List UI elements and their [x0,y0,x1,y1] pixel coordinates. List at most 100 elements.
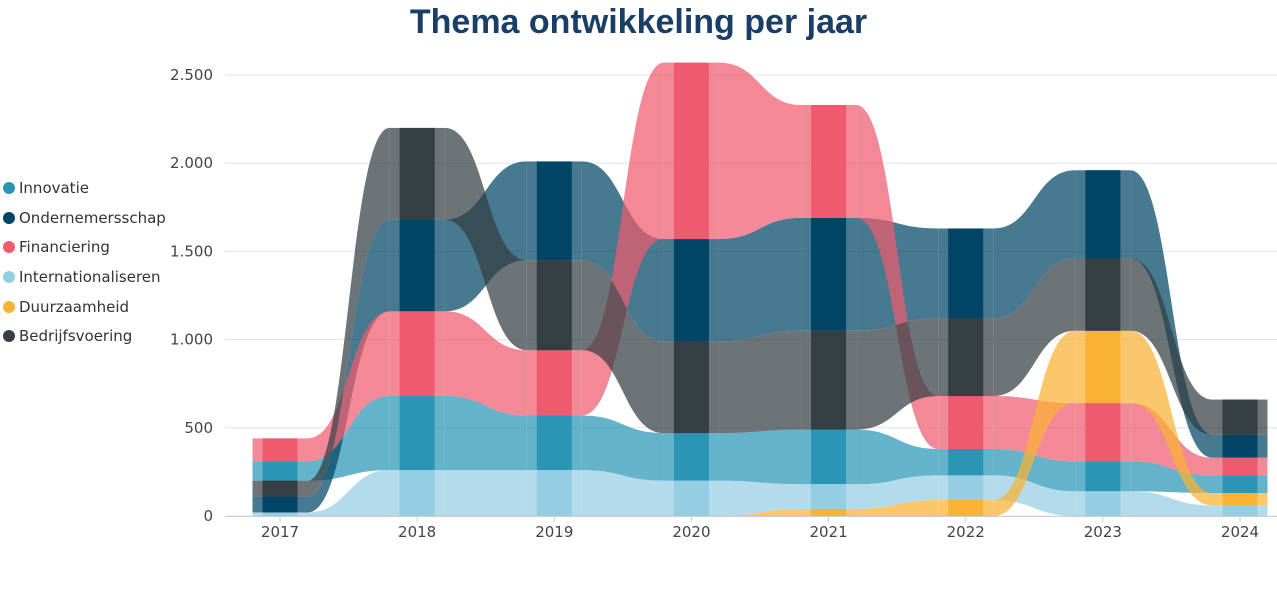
ribbon-innovatie [718,429,802,485]
legend-swatch [3,330,15,343]
legend-swatch [3,211,15,224]
ribbon-innovatie [856,429,939,485]
bar-core-ondernemersschap [262,496,298,513]
bar-core-internationaliseren [1222,505,1258,516]
y-tick-label: 0 [203,507,213,525]
bar-core-innovatie [399,396,435,471]
legend-item-internationaliseren[interactable]: Internationaliseren [0,262,166,292]
bar-core-financiering [948,396,984,449]
x-tick-label: 2021 [809,523,847,541]
bar-core-financiering [1222,457,1258,476]
legend: Innovatie Ondernemersschap Financiering … [0,173,166,351]
bar-core-bedrijfsvoering [536,260,572,351]
ribbon-bedrijfsvoering [1130,258,1213,435]
bar-core-internationaliseren [399,470,435,516]
ribbon-bedrijfsvoering [581,260,664,434]
bar-core-financiering [536,350,572,416]
legend-swatch [3,241,15,254]
bar-core-ondernemersschap [536,161,572,261]
ribbon-innovatie [444,396,527,471]
bar-core-bedrijfsvoering [948,318,984,397]
bar-core-innovatie [1085,461,1121,492]
bar-core-duurzaamheid [948,500,984,516]
ribbon-financiering [444,311,527,416]
y-tick-label: 500 [184,419,213,437]
y-tick-label: 2.000 [170,154,213,172]
bar-core-duurzaamheid [1085,330,1121,404]
ribbon-internationaliseren [307,470,390,516]
ribbon-innovatie [581,415,664,481]
legend-label: Innovatie [19,178,89,197]
bar-core-bedrijfsvoering [399,127,435,220]
ribbon-financiering [718,62,802,240]
ribbons [307,62,1213,516]
legend-label: Internationaliseren [19,267,161,286]
bar-core-duurzaamheid [811,508,847,516]
bar-core-bedrijfsvoering [673,341,709,434]
bar-core-innovatie [811,429,847,485]
legend-label: Duurzaamheid [19,297,130,316]
x-tick-label: 2017 [261,523,299,541]
bar-core-ondernemersschap [948,228,984,319]
legend-item-financiering[interactable]: Financiering [0,232,166,262]
ribbon-ondernemersschap [307,219,390,513]
chart-title: Thema ontwikkeling per jaar [409,3,868,41]
legend-item-bedrijfsvoering[interactable]: Bedrijfsvoering [0,321,166,351]
bar-core-bedrijfsvoering [811,330,847,430]
ribbon-financiering [856,104,939,449]
bar-core-innovatie [673,433,709,481]
ribbon-internationaliseren [1130,491,1213,516]
y-tick-label: 1.500 [170,242,213,260]
ribbon-ondernemersschap [993,170,1076,319]
y-tick-label: 1.000 [170,331,213,349]
ribbon-bedrijfsvoering [718,330,802,434]
bar-core-ondernemersschap [1085,170,1121,259]
bar-core-internationaliseren [673,480,709,516]
bar-core-internationaliseren [1085,491,1121,516]
bar-core-duurzaamheid [1222,493,1258,506]
legend-label: Bedrijfsvoering [19,327,133,346]
ribbon-innovatie [993,448,1076,492]
legend-label: Ondernemersschap [19,208,166,227]
bar-core-ondernemersschap [673,239,709,342]
bar-core-ondernemersschap [811,217,847,331]
y-tick-label: 2.500 [170,66,213,84]
ribbon-internationaliseren [581,470,664,516]
x-tick-label: 2019 [535,523,573,541]
ribbon-bedrijfsvoering [444,127,527,351]
bar-core-financiering [399,311,435,397]
bar-core-internationaliseren [811,484,847,509]
ribbon-duurzaamheid [1130,330,1213,506]
x-tick-label: 2024 [1221,523,1259,541]
ribbon-internationaliseren [856,475,939,509]
legend-item-duurzaamheid[interactable]: Duurzaamheid [0,292,166,322]
bars [252,62,1268,516]
bar-core-internationaliseren [948,475,984,501]
legend-item-ondernemersschap[interactable]: Ondernemersschap [0,203,166,233]
bar-core-internationaliseren [262,512,298,516]
ribbon-bedrijfsvoering [307,127,390,497]
x-tick-label: 2020 [672,523,710,541]
legend-item-innovatie[interactable]: Innovatie [0,173,166,203]
ribbon-duurzaamheid [993,330,1076,516]
bar-core-innovatie [262,461,298,481]
bar-core-innovatie [948,448,984,476]
bar-core-financiering [811,104,847,218]
bar-core-financiering [1085,403,1121,462]
legend-swatch [3,181,15,194]
ribbon-ondernemersschap [718,217,802,342]
ribbon-ondernemersschap [1130,170,1213,458]
legend-swatch [3,300,15,313]
bar-core-bedrijfsvoering [262,480,298,497]
ribbon-duurzaamheid [856,500,939,516]
ribbon-financiering [307,311,390,462]
bar-core-ondernemersschap [399,219,435,312]
bar-core-internationaliseren [536,470,572,516]
x-tick-label: 2023 [1084,523,1122,541]
ribbon-internationaliseren [718,480,802,516]
bar-core-innovatie [536,415,572,471]
bar-core-financiering [262,438,298,462]
bar-core-ondernemersschap [1222,434,1258,458]
ribbon-duurzaamheid [718,508,802,516]
